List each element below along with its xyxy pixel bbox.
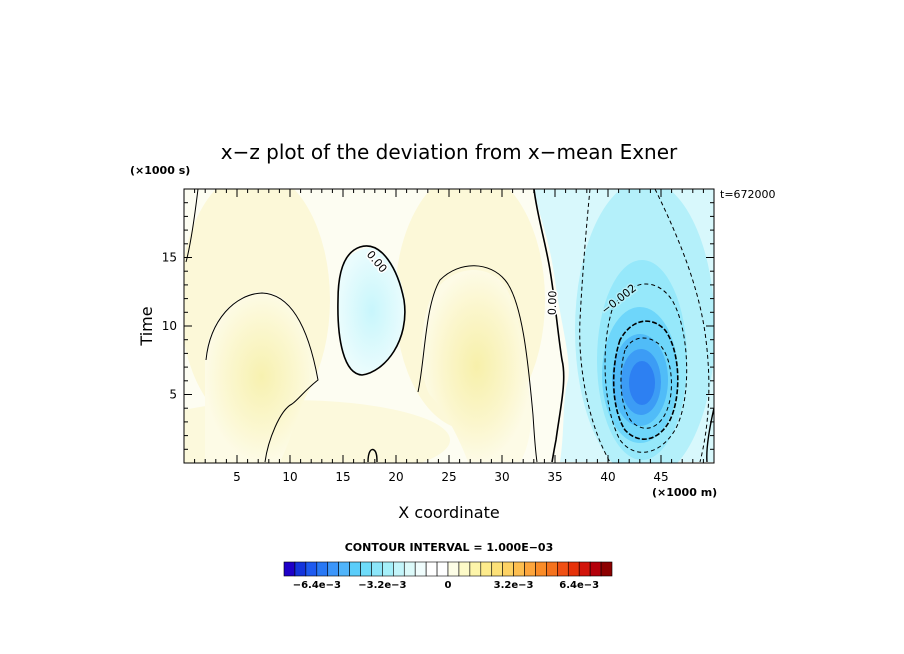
colorbar-swatch (578, 561, 591, 577)
y-tick-label: 15 (162, 251, 177, 265)
zero-contour-edge (706, 407, 714, 463)
colorbar-swatch (589, 561, 602, 577)
contour-interval-label: CONTOUR INTERVAL = 1.000E−03 (345, 541, 554, 554)
y-unit-label: (×1000 s) (130, 164, 190, 177)
colorbar-swatch (283, 561, 296, 577)
x-tick-label: 15 (335, 470, 350, 484)
x-tick-label: 40 (600, 470, 615, 484)
colorbar-tick-label: −3.2e−3 (358, 580, 406, 591)
colorbar-tick-label: −6.4e−3 (293, 580, 341, 591)
colorbar-labels: −6.4e−3 −3.2e−3 0 3.2e−3 6.4e−3 (293, 580, 599, 591)
colorbar-tick-label: 6.4e−3 (559, 580, 599, 591)
negative-contour-2 (654, 189, 710, 463)
colorbar (283, 561, 613, 577)
y-axis-label: Time (137, 306, 156, 346)
y-ticks: 5 10 15 (162, 202, 714, 450)
colorbar-swatch (382, 561, 394, 577)
colorbar-swatch (425, 561, 438, 577)
colorbar-swatch (447, 561, 460, 577)
colorbar-swatch (403, 561, 416, 577)
contour-label-text: 0.00 (546, 290, 560, 315)
positive-contour-right (417, 265, 538, 463)
x-tick-label: 45 (653, 470, 668, 484)
negative-contour-1 (579, 189, 611, 463)
x-ticks: 5 10 15 20 25 30 35 40 45 (194, 189, 704, 484)
colorbar-swatch (316, 561, 329, 577)
chart-title: x−z plot of the deviation from x−mean Ex… (221, 140, 678, 164)
y-tick-label: 5 (169, 388, 177, 402)
positive-contour-left (205, 292, 319, 463)
colorbar-swatch (546, 561, 558, 577)
colorbar-swatch (371, 561, 383, 577)
contour-lines (185, 189, 714, 463)
zero-contour-right (533, 189, 565, 463)
contour-label-2: 0.00 (544, 289, 561, 317)
colorbar-swatch (600, 561, 613, 577)
negative-contour-5 (620, 337, 672, 429)
x-tick-label: 10 (282, 470, 297, 484)
negative-core (629, 361, 655, 405)
colorbar-swatch (491, 561, 503, 577)
colorbar-tick-label: 0 (445, 580, 452, 591)
positive-region-left (205, 291, 318, 462)
negative-contour-4 (612, 320, 679, 440)
colorbar-swatch (414, 561, 427, 577)
x-tick-label: 35 (547, 470, 562, 484)
contour-field: 0.00 0.00 −0.002 (184, 189, 714, 463)
colorbar-swatch (557, 561, 569, 577)
colorbar-swatch (535, 561, 547, 577)
colorbar-swatch (305, 561, 318, 577)
colorbar-swatch (294, 561, 307, 577)
x-axis-label: X coordinate (398, 503, 499, 522)
colorbar-swatch (349, 561, 361, 577)
x-tick-label: 5 (233, 470, 241, 484)
negative-contour-3 (604, 283, 688, 453)
colorbar-swatch (458, 561, 471, 577)
colorbar-swatch (469, 561, 482, 577)
colorbar-swatch (513, 561, 525, 577)
colorbar-swatch (436, 561, 449, 577)
time-label: t=672000 (720, 188, 776, 201)
weak-negative-region (338, 248, 406, 375)
colorbar-swatch (393, 561, 405, 577)
zero-contour-bump (367, 448, 378, 463)
x-tick-label: 20 (388, 470, 403, 484)
colorbar-swatch (524, 561, 536, 577)
zero-contour-loop (337, 245, 406, 376)
positive-region-right (421, 269, 532, 462)
colorbar-swatch (360, 561, 372, 577)
x-unit-label: (×1000 m) (652, 486, 717, 499)
zero-contour-left (185, 189, 199, 263)
x-tick-label: 30 (494, 470, 509, 484)
colorbar-tick-label: 3.2e−3 (494, 580, 534, 591)
colorbar-swatch (480, 561, 493, 577)
colorbar-swatch (338, 561, 350, 577)
colorbar-swatch (502, 561, 514, 577)
y-tick-label: 10 (162, 319, 177, 333)
colorbar-swatch (567, 561, 580, 577)
colorbar-swatch (327, 561, 339, 577)
x-tick-label: 25 (441, 470, 456, 484)
